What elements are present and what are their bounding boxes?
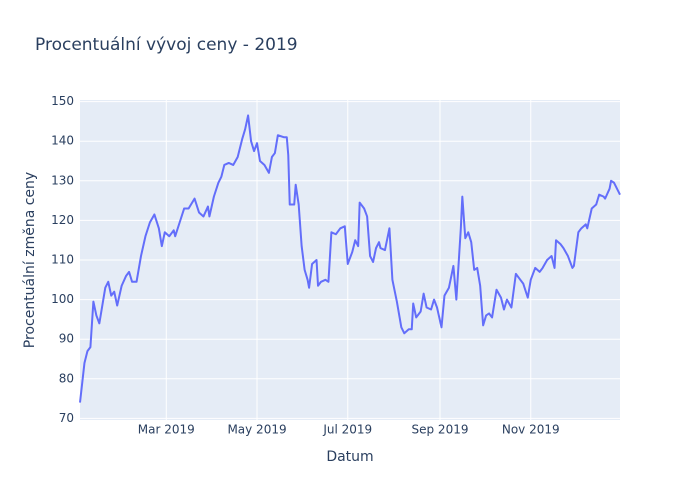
y-tick-label: 150 <box>51 94 74 108</box>
y-tick-label: 140 <box>51 134 74 148</box>
y-tick-label: 130 <box>51 173 74 187</box>
x-tick-label: Jul 2019 <box>322 423 372 437</box>
y-tick-label: 70 <box>59 411 74 425</box>
x-tick-label: Mar 2019 <box>138 423 195 437</box>
x-tick-label: Nov 2019 <box>502 423 560 437</box>
y-axis-title: Procentuální změna ceny <box>22 172 38 348</box>
x-tick-label: May 2019 <box>227 423 286 437</box>
y-tick-label: 100 <box>51 292 74 306</box>
x-tick-label: Sep 2019 <box>412 423 469 437</box>
y-tick-label: 110 <box>51 253 74 267</box>
y-tick-label: 120 <box>51 213 74 227</box>
x-axis-title: Datum <box>326 449 373 465</box>
y-tick-label: 80 <box>59 371 74 385</box>
line <box>79 114 621 403</box>
chart-title: Procentuální vývoj ceny - 2019 <box>35 35 298 55</box>
y-tick-label: 90 <box>59 332 74 346</box>
